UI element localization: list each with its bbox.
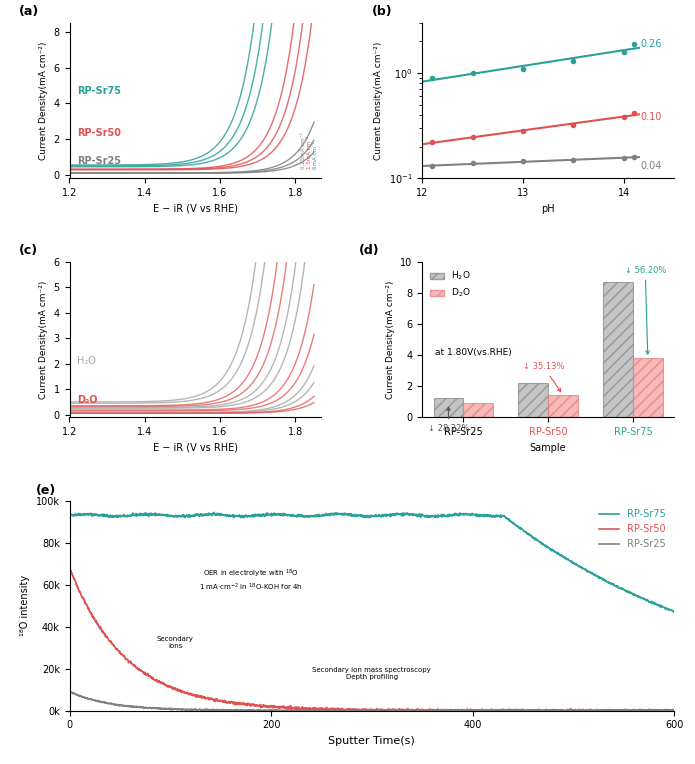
- Bar: [633, 358, 663, 417]
- Bar: [518, 383, 548, 417]
- Text: 0.10: 0.10: [640, 112, 661, 122]
- Text: RP-Sr25: RP-Sr25: [77, 156, 121, 166]
- Y-axis label: Current Density(mA cm⁻²): Current Density(mA cm⁻²): [386, 280, 395, 399]
- Text: at 1.80V(vs.RHE): at 1.80V(vs.RHE): [435, 348, 512, 357]
- Text: Secondary
ions: Secondary ions: [157, 636, 194, 649]
- RP-Sr50: [542, 704, 550, 714]
- Text: ↓ 56.20%: ↓ 56.20%: [625, 266, 666, 354]
- RP-Sr75: [653, 600, 661, 609]
- RP-Sr25: [542, 706, 550, 715]
- Text: 0.04: 0.04: [640, 161, 661, 171]
- RP-Sr25: [97, 697, 105, 706]
- RP-Sr75: [670, 607, 678, 617]
- RP-Sr25: [65, 688, 74, 697]
- RP-Sr25: [670, 706, 678, 715]
- X-axis label: Sputter Time(s): Sputter Time(s): [329, 736, 415, 746]
- Y-axis label: Current Density(mA cm⁻²): Current Density(mA cm⁻²): [39, 280, 48, 399]
- RP-Sr50: [653, 706, 661, 715]
- X-axis label: Sample: Sample: [530, 442, 566, 452]
- RP-Sr75: [359, 512, 368, 521]
- RP-Sr50: [653, 706, 662, 715]
- Text: (b): (b): [372, 5, 393, 18]
- Legend: H$_2$O, D$_2$O: H$_2$O, D$_2$O: [427, 267, 475, 303]
- RP-Sr50: [344, 705, 352, 714]
- X-axis label: pH: pH: [541, 204, 555, 214]
- Bar: [464, 403, 493, 417]
- RP-Sr25: [653, 706, 662, 715]
- RP-Sr75: [343, 510, 352, 519]
- Text: 1.5mA cm⁻²: 1.5mA cm⁻²: [307, 136, 312, 170]
- Text: D₂O: D₂O: [77, 395, 97, 405]
- RP-Sr25: [653, 706, 661, 715]
- Line: RP-Sr75: RP-Sr75: [70, 513, 674, 612]
- RP-Sr25: [66, 687, 74, 696]
- Text: ↓ 35.13%: ↓ 35.13%: [523, 362, 564, 392]
- Bar: [603, 282, 633, 417]
- RP-Sr75: [96, 511, 104, 520]
- RP-Sr50: [670, 706, 678, 715]
- Text: (c): (c): [19, 244, 38, 257]
- RP-Sr75: [210, 508, 218, 517]
- X-axis label: E − iR (V vs RHE): E − iR (V vs RHE): [153, 204, 238, 214]
- RP-Sr50: [360, 705, 368, 714]
- Line: RP-Sr50: RP-Sr50: [70, 568, 674, 711]
- RP-Sr50: [97, 623, 105, 632]
- Text: RP-Sr50: RP-Sr50: [77, 128, 121, 138]
- Text: 0.26: 0.26: [640, 39, 662, 49]
- X-axis label: E − iR (V vs RHE): E − iR (V vs RHE): [153, 442, 238, 452]
- Text: ↓ 28.22%: ↓ 28.22%: [427, 407, 469, 433]
- RP-Sr75: [653, 600, 661, 609]
- Text: (d): (d): [359, 244, 380, 257]
- RP-Sr25: [360, 706, 368, 715]
- Text: (e): (e): [36, 484, 56, 497]
- RP-Sr75: [541, 542, 550, 551]
- Legend: RP-Sr75, RP-Sr50, RP-Sr25: RP-Sr75, RP-Sr50, RP-Sr25: [596, 506, 669, 553]
- RP-Sr75: [65, 510, 74, 520]
- Text: 0.25mA cm⁻²: 0.25mA cm⁻²: [301, 133, 306, 170]
- Text: Secondary ion mass spectroscopy
Depth profiling: Secondary ion mass spectroscopy Depth pr…: [313, 667, 431, 680]
- Text: (a): (a): [19, 5, 40, 18]
- RP-Sr50: [65, 563, 74, 572]
- Text: H₂O: H₂O: [77, 356, 96, 366]
- Bar: [548, 395, 578, 417]
- Line: RP-Sr25: RP-Sr25: [70, 691, 674, 711]
- Y-axis label: Current Density(mA cm⁻²): Current Density(mA cm⁻²): [39, 41, 48, 160]
- RP-Sr50: [65, 564, 74, 573]
- Y-axis label: Current Density(mA cm⁻²): Current Density(mA cm⁻²): [374, 41, 383, 160]
- RP-Sr25: [344, 706, 352, 715]
- Text: 6mA cm⁻²: 6mA cm⁻²: [313, 141, 318, 170]
- Bar: [434, 398, 464, 417]
- Text: RP-Sr75: RP-Sr75: [77, 86, 121, 96]
- RP-Sr50: [334, 706, 342, 715]
- Text: OER in electrolyte with $^{18}$O
1 mA$\cdot$cm$^{-2}$ in $^{18}$O-KOH for 4h: OER in electrolyte with $^{18}$O 1 mA$\c…: [199, 568, 303, 593]
- RP-Sr25: [210, 706, 218, 715]
- Y-axis label: ¹⁸O intensity: ¹⁸O intensity: [20, 575, 30, 636]
